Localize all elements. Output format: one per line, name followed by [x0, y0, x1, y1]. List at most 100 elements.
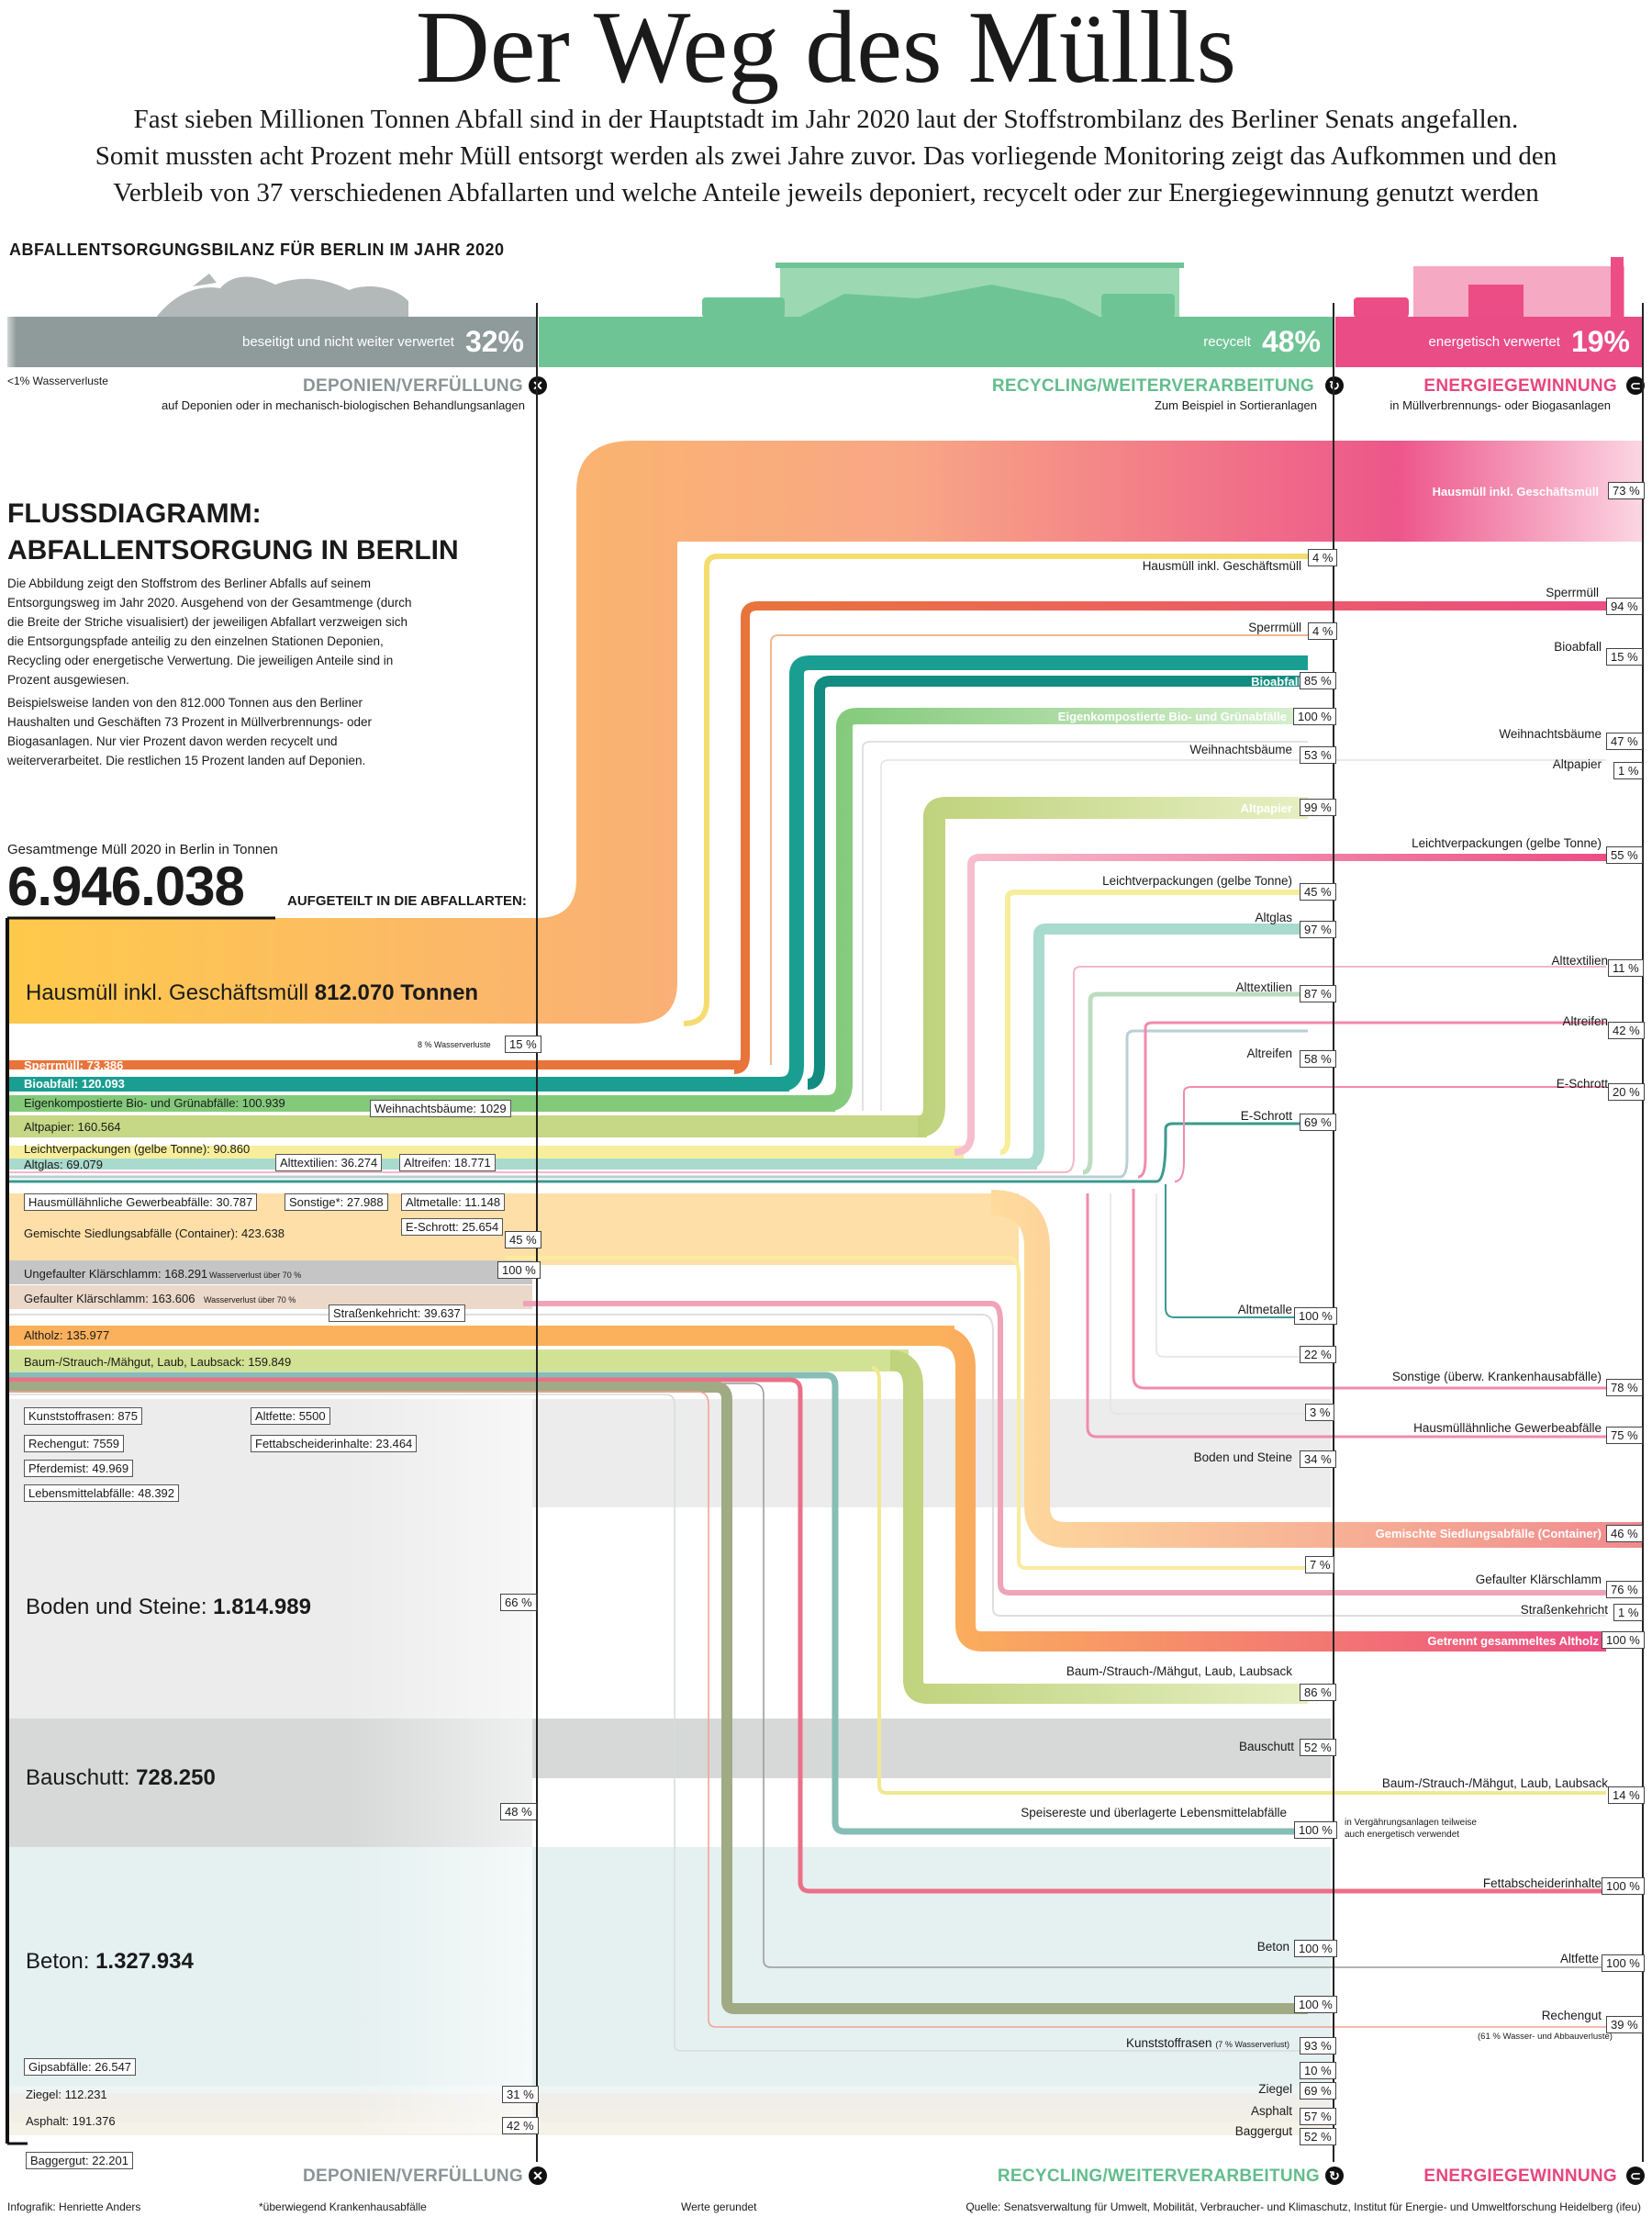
band-baggergut	[9, 2122, 1331, 2135]
pct-asphalt-disposal: 42 %	[502, 2117, 539, 2134]
rec-label: Leichtverpackungen (gelbe Tonne)	[1102, 874, 1292, 888]
energy-pct: 15 %	[1606, 648, 1643, 666]
pct-bauschutt-disposal: 48 %	[500, 1803, 537, 1820]
rec-label: Altpapier	[1240, 801, 1292, 815]
label-gemischt: Gemischte Siedlungsabfälle (Container): …	[24, 1226, 285, 1240]
kunststoff-note: (7 % Wasserverlust)	[1215, 2040, 1289, 2049]
plug-icon: ⊂	[1626, 376, 1645, 395]
label-altpapier: Altpapier: 160.564	[24, 1120, 121, 1134]
rec-label: Altglas	[1255, 911, 1292, 924]
label-baum: Baum-/Strauch-/Mähgut, Laub, Laubsack: 1…	[24, 1355, 292, 1369]
flow-baum	[889, 1350, 1308, 1704]
energy-pct: 100 %	[1602, 1877, 1645, 1895]
label-boden: Boden und Steine: 1.814.989	[26, 1595, 311, 1620]
flow-baum-energy	[871, 1366, 1606, 1795]
bar-pct: 48%	[1261, 325, 1321, 358]
band-gips	[9, 2086, 1331, 2093]
bar-pct: 19%	[1570, 325, 1630, 358]
label-altreifen: Altreifen: 18.771	[399, 1154, 496, 1171]
rec-pct: 34 %	[1300, 1450, 1336, 1468]
label-altfette: Altfette: 5500	[251, 1407, 330, 1425]
flow-hausaehnl-energy	[1086, 1193, 1606, 1439]
label-hausaehnl: Hausmüllähnliche Gewerbeabfälle: 30.787	[24, 1193, 258, 1211]
vergaerung-note: auch energetisch verwendet	[1345, 1830, 1460, 1840]
energy-label: Altreifen	[1562, 1014, 1608, 1028]
rec-pct: 86 %	[1300, 1684, 1336, 1701]
flow-description: Die Abbildung zeigt den Stoffstrom des B…	[7, 577, 412, 687]
rec-label: Hausmüll inkl. Geschäftsmüll	[1142, 559, 1301, 573]
flow-heading: FLUSSDIAGRAMM: ABFALLENTSORGUNG IN BERLI…	[7, 496, 459, 569]
energy-label: Gefaulter Klärschlamm	[1475, 1573, 1602, 1586]
flow-gemischt	[990, 1190, 1643, 1548]
label-ungefault: Ungefaulter Klärschlamm: 168.291	[24, 1267, 208, 1281]
label-pferdemist: Pferdemist: 49.969	[24, 1460, 134, 1477]
band-fade	[349, 1399, 532, 2133]
energy-pct: 100 %	[1602, 1631, 1645, 1649]
rec-label: Asphalt	[1250, 2104, 1292, 2118]
rec-pct: 4 %	[1308, 549, 1338, 566]
energy-pct: 100 %	[1602, 1954, 1645, 1972]
rec-label: Baggergut	[1234, 2124, 1292, 2138]
rec-pct: 57 %	[1300, 2108, 1336, 2125]
water-loss-note: <1% Wasserverluste	[7, 375, 108, 387]
label-sperr: Sperrmüll: 73.386	[24, 1058, 124, 1072]
rec-pct: 10 %	[1300, 2062, 1336, 2079]
energy-label: Rechengut	[1541, 2009, 1602, 2022]
energy-pct: 1 %	[1613, 762, 1644, 779]
flow-hausaehnl-recycling	[1110, 1193, 1308, 1415]
rec-pct: 100 %	[1294, 1821, 1337, 1839]
page-title: Der Weg des Müllls	[415, 0, 1237, 105]
label-altglas: Altglas: 69.079	[24, 1158, 104, 1171]
bar-label: beseitigt und nicht weiter verwertet	[242, 334, 454, 350]
intro-line: Verbleib von 37 verschiedenen Abfallarte…	[113, 178, 1539, 207]
label-beton-value: 1.327.934	[95, 1949, 194, 1974]
energy-pct: 42 %	[1608, 1022, 1645, 1039]
flow-sonstige-recycling	[1155, 1193, 1308, 1358]
flow-bio-base	[9, 1077, 789, 1092]
label-weih: Weihnachtsbäume: 1029	[370, 1100, 511, 1117]
energy-label: Baum-/Strauch-/Mähgut, Laub, Laubsack	[1381, 1776, 1608, 1790]
rec-label: Bauschutt	[1238, 1740, 1294, 1753]
energy-label: Straßenkehricht	[1520, 1603, 1608, 1617]
energy-label: Leichtverpackungen (gelbe Tonne)	[1412, 836, 1602, 850]
flow-altholz-base	[9, 1326, 954, 1346]
flow-baum-base	[9, 1349, 909, 1372]
flow-eschrott-energy	[1174, 1086, 1606, 1182]
water-loss-8: 8 % Wasserverluste	[418, 1040, 491, 1049]
band-bauschutt	[9, 1719, 1331, 1778]
flow-alttext	[1082, 991, 1308, 1175]
rec-pct: 97 %	[1300, 921, 1336, 938]
flow-altmetalle	[1165, 1184, 1308, 1318]
rec-pct: 4 %	[1308, 622, 1338, 640]
pct-hausmuell-disposal: 15 %	[505, 1036, 541, 1053]
rec-pct: 58 %	[1300, 1050, 1336, 1068]
vergaerung-note: in Vergährungsanlagen teilweise	[1345, 1818, 1477, 1828]
plug-icon: ⊂	[1626, 2167, 1645, 2185]
rec-pct: 69 %	[1300, 1114, 1336, 1131]
energy-pct: 73 %	[1608, 482, 1645, 499]
rec-label: Baum-/Strauch-/Mähgut, Laub, Laubsack	[1066, 1664, 1292, 1678]
label-bauschutt-value: 728.250	[136, 1765, 216, 1790]
energy-pct: 20 %	[1608, 1083, 1645, 1101]
rec-label: Alttextilien	[1235, 980, 1292, 994]
band-asphalt	[9, 2110, 1331, 2122]
category-recycling-sub: Zum Beispiel in Sortieranlagen	[1154, 398, 1317, 412]
bilanz-heading: ABFALLENTSORGUNGSBILANZ FÜR BERLIN IM JA…	[9, 241, 505, 259]
flow-altreifen	[9, 1029, 1308, 1179]
band-ziegel	[9, 2093, 1331, 2110]
label-lebensmittel: Lebensmittelabfälle: 48.392	[24, 1484, 180, 1502]
energy-pct: 11 %	[1608, 959, 1644, 977]
flow-gefault-energy	[523, 1301, 1606, 1596]
flow-bio-recycling	[807, 676, 1308, 1090]
pct-ziegel-disposal: 31 %	[502, 2086, 539, 2103]
label-strassen: Straßenkehricht: 39.637	[329, 1304, 465, 1322]
flow-fettab	[9, 1377, 1606, 1894]
flow-pferdemist	[9, 1382, 1308, 2014]
label-rechengut: Rechengut: 7559	[24, 1435, 125, 1452]
rec-label: Altmetalle	[1237, 1303, 1292, 1316]
rec-label: Ziegel	[1258, 2082, 1292, 2096]
label-leicht: Leichtverpackungen (gelbe Tonne): 90.860	[24, 1142, 251, 1156]
rec-pct: 100 %	[1294, 1940, 1337, 1957]
category-disposal-bottom: DEPONIEN/VERFÜLLUNG	[302, 2167, 523, 2186]
label-eschrott: E-Schrott: 25.654	[401, 1218, 504, 1236]
